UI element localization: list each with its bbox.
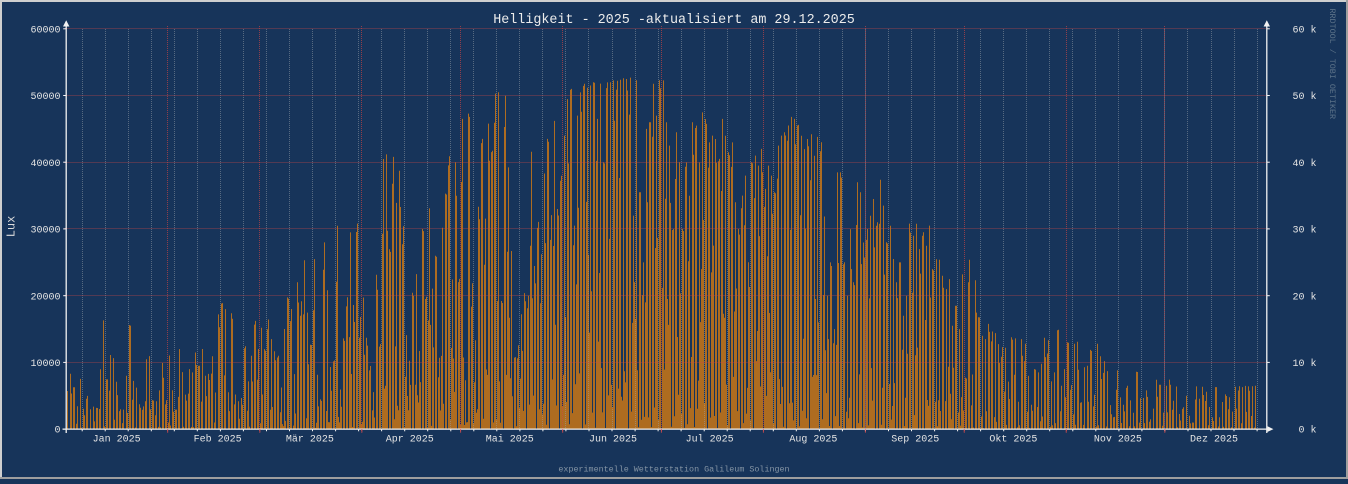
svg-text:40 k: 40 k (1292, 158, 1316, 170)
svg-text:60 k: 60 k (1292, 24, 1316, 36)
svg-text:Mai 2025: Mai 2025 (486, 434, 534, 446)
svg-text:Dez 2025: Dez 2025 (1190, 435, 1238, 446)
svg-text:40000: 40000 (30, 159, 60, 170)
svg-text:Jul 2025: Jul 2025 (686, 434, 734, 446)
svg-text:Apr 2025: Apr 2025 (386, 435, 434, 446)
svg-text:Mär 2025: Mär 2025 (286, 434, 334, 446)
svg-text:Helligkeit - 2025 -aktualisier: Helligkeit - 2025 -aktualisiert am 29.12… (493, 13, 855, 28)
svg-text:Nov 2025: Nov 2025 (1094, 435, 1142, 446)
svg-text:Lux: Lux (5, 216, 19, 238)
svg-text:60000: 60000 (30, 25, 60, 36)
svg-text:0: 0 (54, 426, 60, 437)
svg-text:experimentelle Wetterstation G: experimentelle Wetterstation Galileum So… (558, 465, 789, 475)
svg-text:30000: 30000 (30, 226, 60, 237)
svg-text:10 k: 10 k (1292, 358, 1316, 370)
svg-text:RRDTOOL / TOBI OETIKER: RRDTOOL / TOBI OETIKER (1327, 9, 1337, 120)
svg-text:30 k: 30 k (1292, 225, 1316, 237)
svg-text:Jan 2025: Jan 2025 (93, 435, 141, 446)
svg-text:Sep 2025: Sep 2025 (891, 435, 939, 446)
svg-text:50000: 50000 (30, 92, 60, 103)
svg-text:Okt 2025: Okt 2025 (989, 434, 1037, 446)
svg-text:20000: 20000 (30, 292, 60, 303)
svg-text:50 k: 50 k (1292, 91, 1316, 103)
svg-text:0 k: 0 k (1298, 425, 1316, 437)
svg-text:20 k: 20 k (1292, 291, 1316, 303)
svg-text:10000: 10000 (30, 359, 60, 370)
svg-text:Feb 2025: Feb 2025 (194, 434, 242, 446)
svg-text:Aug 2025: Aug 2025 (789, 435, 837, 446)
svg-text:Jun 2025: Jun 2025 (589, 435, 637, 446)
